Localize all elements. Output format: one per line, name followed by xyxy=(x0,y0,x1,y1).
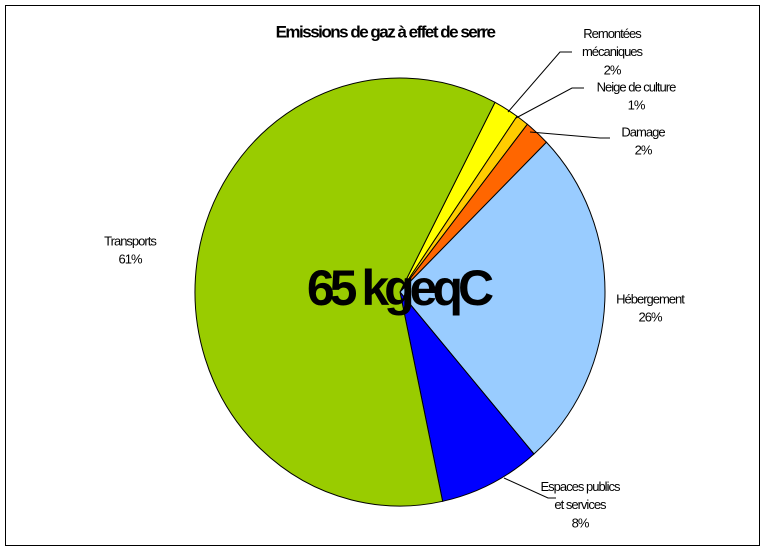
slice-label: Hébergement xyxy=(616,291,685,306)
slice-value-label: 8% xyxy=(572,515,590,530)
leader-line xyxy=(515,87,584,119)
slice-label: Remontées mécaniques xyxy=(582,26,644,59)
slice-label: Transports xyxy=(104,233,157,248)
slice-value-label: 26% xyxy=(638,309,662,324)
leader-line xyxy=(503,477,556,499)
slice-value-label: 2% xyxy=(604,62,622,77)
leader-line xyxy=(507,51,572,113)
center-annotation: 65 kgeqC xyxy=(307,260,493,316)
slice-label: Espaces publics et services xyxy=(541,479,621,512)
leader-line xyxy=(529,131,610,139)
slice-value-label: 1% xyxy=(628,97,646,112)
pie-slice xyxy=(399,291,535,502)
pie-slice xyxy=(399,141,606,455)
slice-label: Neige de culture xyxy=(597,79,676,94)
slice-label: Damage xyxy=(621,124,665,139)
pie-slice xyxy=(194,77,496,507)
slice-value-label: 61% xyxy=(118,251,142,266)
chart-title: Emissions de gaz à effet de serre xyxy=(276,22,496,41)
slice-value-label: 2% xyxy=(635,142,653,157)
